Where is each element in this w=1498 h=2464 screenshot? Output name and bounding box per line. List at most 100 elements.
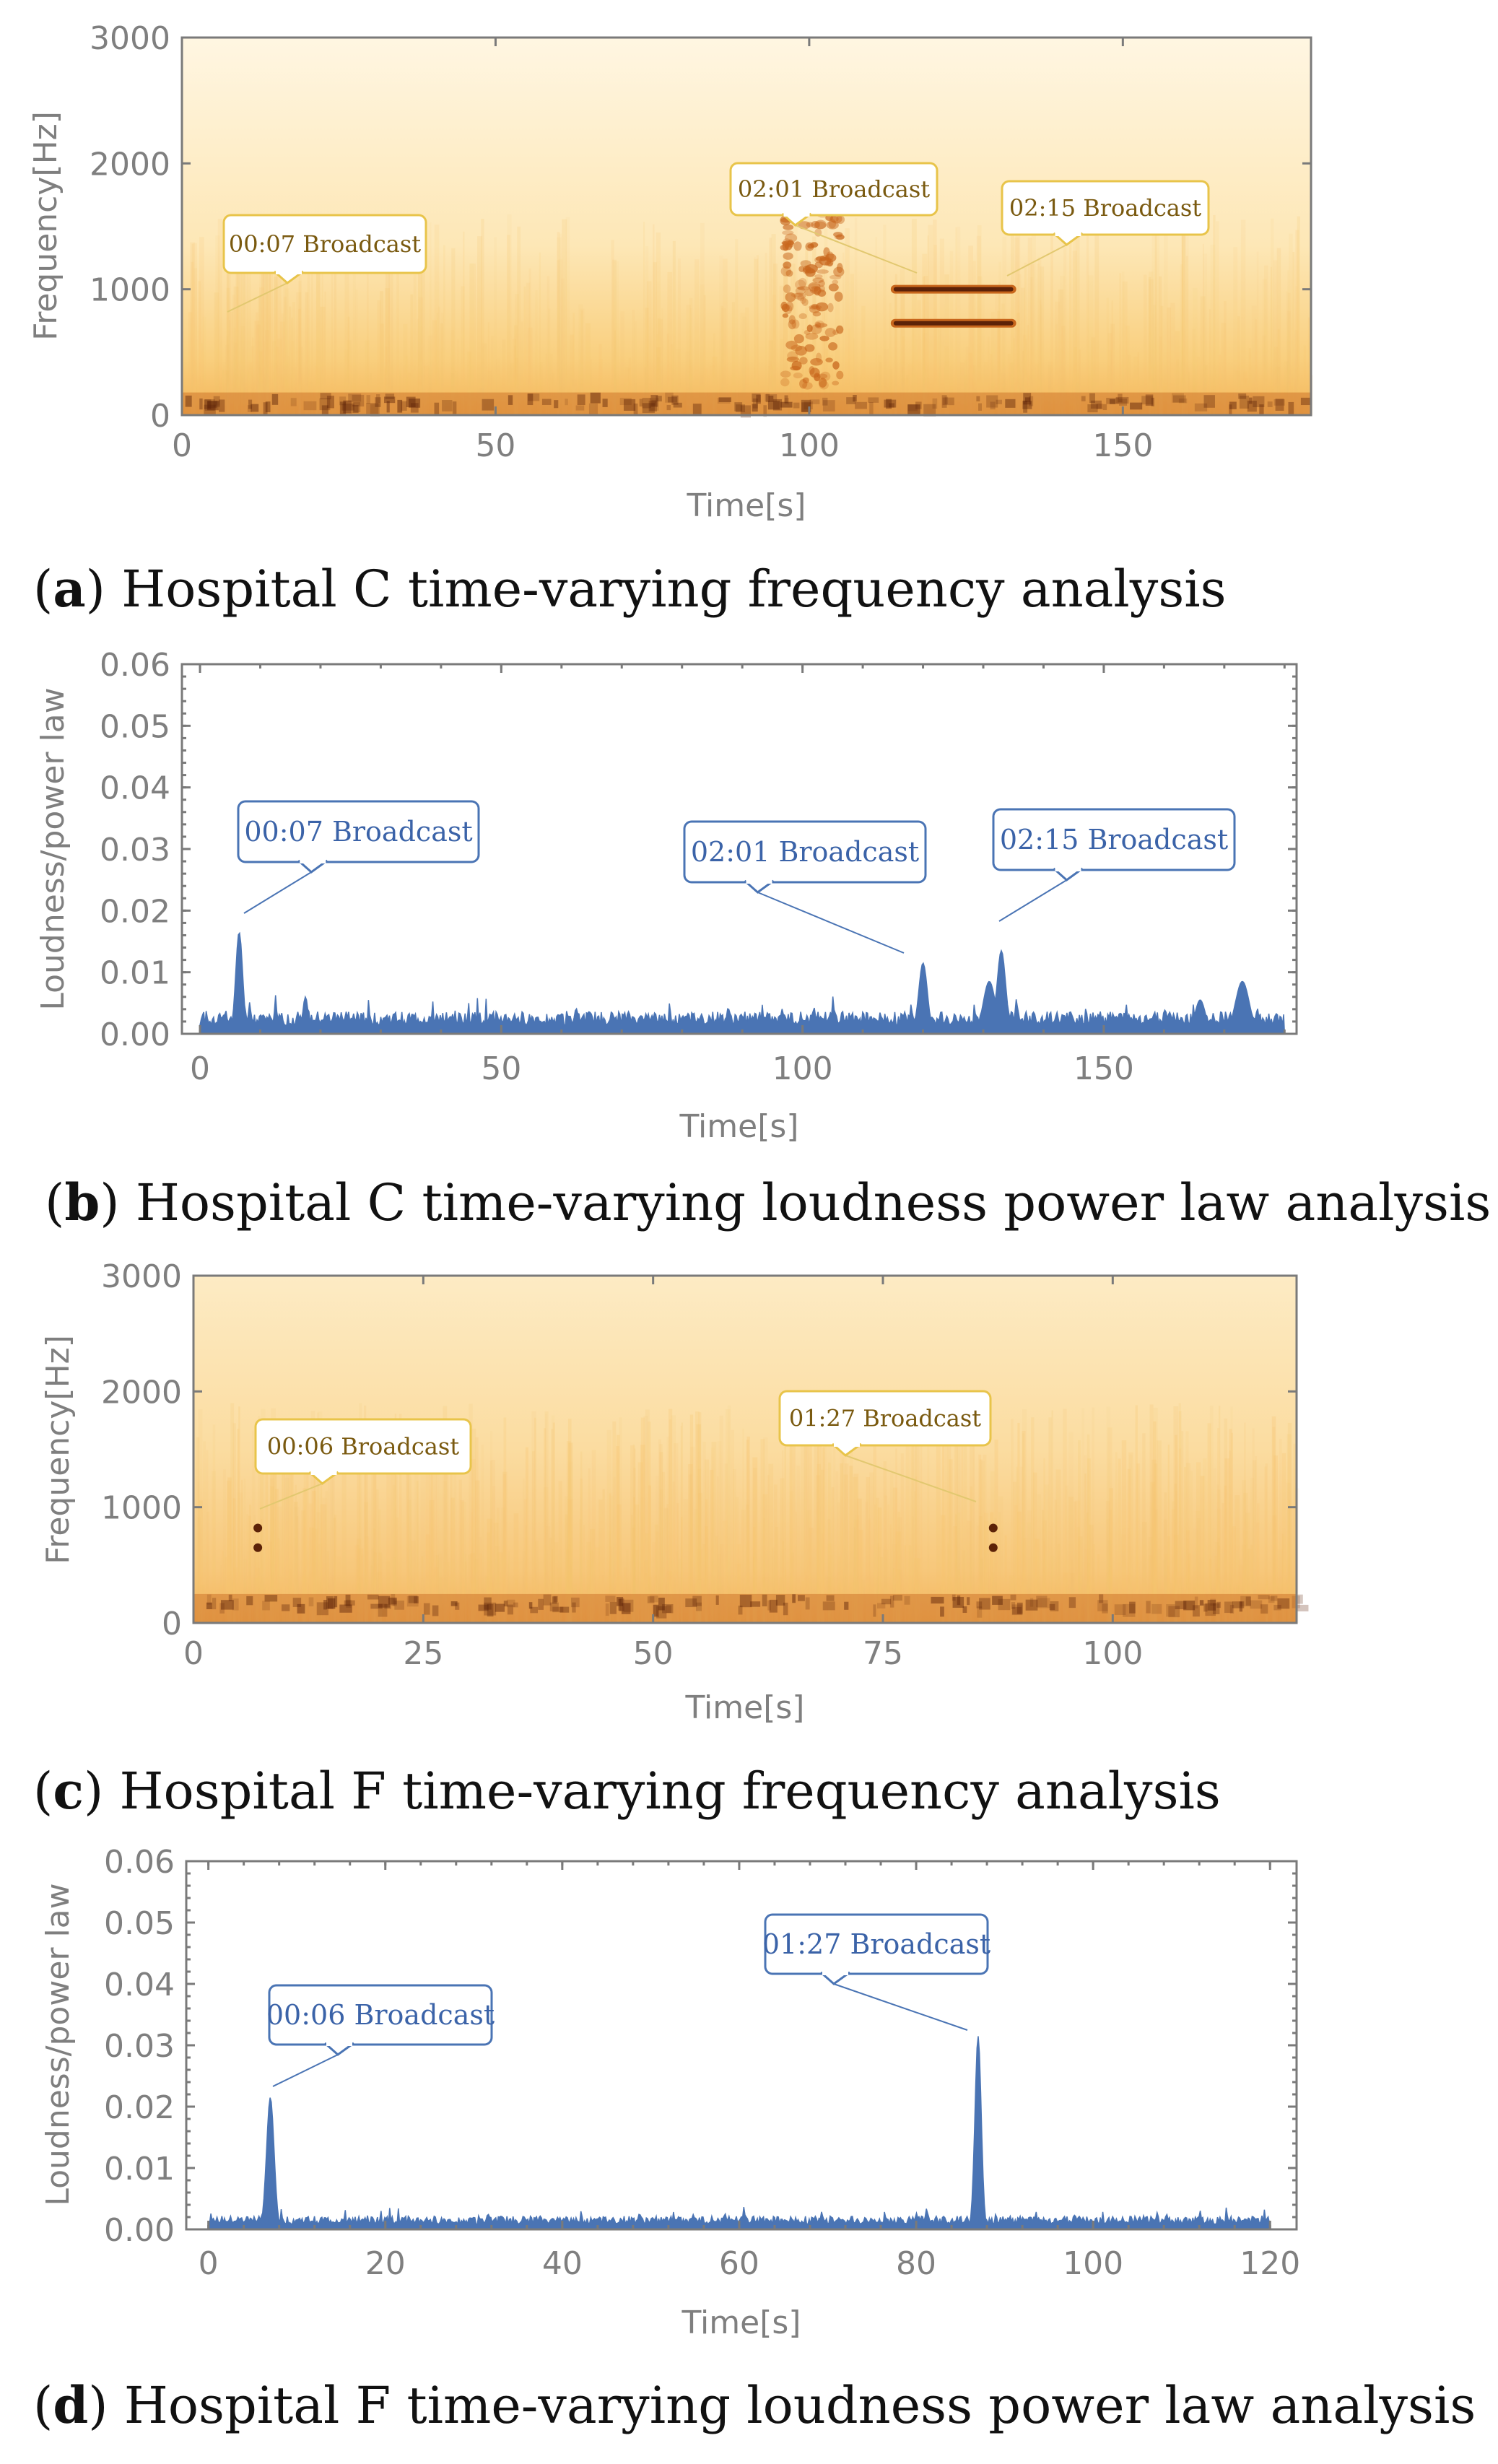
speech-burst-energy [800, 297, 806, 304]
spectral-streak [325, 1504, 327, 1623]
low-band-energy [367, 1594, 379, 1600]
spectral-streak [531, 1411, 536, 1623]
spectral-streak [685, 351, 691, 415]
spectral-streak [259, 287, 264, 415]
spectral-streak [500, 1507, 505, 1623]
speech-burst-energy [817, 269, 829, 274]
spectral-streak [1137, 352, 1140, 415]
speech-burst-energy [832, 279, 839, 284]
low-band-energy [528, 393, 540, 401]
spectral-streak [892, 1544, 897, 1623]
callout-box [778, 1390, 992, 1447]
spectral-streak [237, 261, 240, 415]
low-band-energy [1238, 393, 1247, 399]
spectral-streak [1097, 1554, 1100, 1623]
spectral-streak [491, 1460, 495, 1623]
spectral-streak [900, 294, 905, 415]
spectral-streak [261, 1519, 263, 1623]
spectral-streak [191, 243, 194, 415]
spectral-streak [630, 1445, 635, 1623]
spectral-streak [240, 236, 245, 415]
spectral-streak [895, 1569, 901, 1623]
spectral-streak [1033, 1472, 1037, 1623]
low-band-energy [264, 1595, 278, 1602]
spectral-streak [712, 357, 718, 415]
low-band-energy [212, 1598, 217, 1610]
spectral-streak [964, 375, 969, 415]
spectral-streak [1287, 1422, 1292, 1623]
spectral-streak [1167, 1444, 1170, 1623]
spectral-streak [376, 1572, 379, 1623]
low-band-energy [990, 401, 996, 410]
callout-leader [757, 892, 905, 954]
panel-caption: (b) Hospital C time-varying loudness pow… [45, 1172, 1491, 1232]
callout-pointer-mask [310, 1471, 337, 1475]
low-band-energy [1037, 1598, 1050, 1608]
spectral-streak [914, 1558, 919, 1623]
spectral-streak [200, 1585, 206, 1623]
spectral-streak [873, 1424, 877, 1623]
spectral-streak [1084, 1473, 1087, 1623]
low-band-energy [1229, 1604, 1234, 1614]
spectral-streak [1221, 323, 1226, 415]
spectral-streak [914, 1491, 916, 1623]
spectral-streak [261, 240, 265, 415]
spectral-streak [263, 262, 266, 415]
low-band-energy [588, 403, 598, 416]
spectral-streak [1214, 1555, 1218, 1623]
spectral-streak [1293, 1443, 1296, 1623]
spectral-streak [1262, 335, 1266, 415]
spectral-streak [464, 1562, 467, 1623]
spectral-streak [305, 292, 309, 415]
spectral-streak [1044, 1484, 1050, 1623]
spectral-streak [645, 1573, 648, 1623]
spectral-streak [1167, 1565, 1170, 1623]
spectral-streak [333, 1518, 336, 1623]
spectral-streak [984, 1520, 989, 1623]
spectral-streak [972, 1412, 975, 1623]
low-band-energy [695, 1602, 702, 1611]
spectral-streak [291, 341, 295, 415]
spectral-streak [855, 1515, 860, 1623]
spectral-streak [633, 1497, 635, 1623]
spectral-streak [1256, 251, 1259, 415]
low-band-energy [855, 401, 867, 409]
spectral-streak [1055, 301, 1060, 415]
tonal-line-core [893, 321, 1014, 326]
spectral-streak [430, 1464, 433, 1623]
spectral-streak [515, 357, 518, 415]
spectral-streak [1128, 1452, 1133, 1623]
spectral-streak [741, 1510, 746, 1623]
low-band-energy [1253, 396, 1265, 408]
spectral-streak [948, 1577, 954, 1623]
callout-pointer-mask [276, 270, 302, 274]
spectral-streak [801, 328, 804, 415]
spectral-streak [357, 1473, 361, 1623]
spectral-streak [1273, 347, 1278, 415]
spectral-streak [331, 389, 334, 415]
spectral-streak [320, 306, 326, 415]
low-band-energy [715, 1595, 719, 1605]
spectral-streak [1070, 1573, 1076, 1623]
low-band-energy [321, 405, 328, 416]
low-band-energy [1151, 397, 1155, 406]
spectral-streak [548, 308, 551, 415]
spectral-streak [627, 368, 631, 415]
spectral-streak [1035, 363, 1039, 415]
spectral-streak [496, 1507, 500, 1623]
spectral-streak [417, 318, 419, 415]
spectral-streak [525, 1447, 528, 1623]
spectral-streak [939, 1585, 944, 1623]
low-band-energy [1273, 1604, 1281, 1611]
spectral-streak [212, 1424, 216, 1623]
low-band-energy [391, 1594, 396, 1606]
low-band-energy [552, 1606, 564, 1613]
tonal-dot [253, 1523, 263, 1533]
speech-burst-energy [828, 283, 839, 292]
spectral-streak [200, 376, 204, 415]
spectral-streak [1022, 1409, 1027, 1623]
y-axis-title: Frequency[Hz] [27, 111, 64, 341]
spectral-streak [292, 302, 295, 415]
callout-box [992, 808, 1236, 871]
low-band-energy [378, 1595, 391, 1608]
